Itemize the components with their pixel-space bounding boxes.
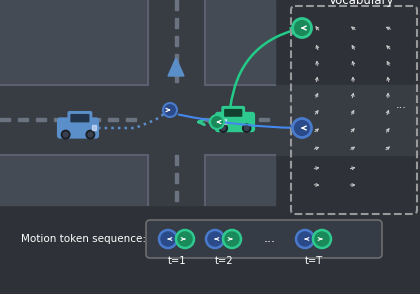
Bar (175, 191, 178, 201)
FancyArrowPatch shape (230, 28, 297, 107)
Bar (54, 118, 64, 121)
Bar (92, 125, 96, 130)
Circle shape (88, 132, 93, 137)
Bar (241, 118, 251, 121)
FancyBboxPatch shape (68, 111, 92, 126)
Bar (205, 118, 215, 121)
Bar (175, 0, 178, 10)
Circle shape (159, 230, 177, 248)
FancyBboxPatch shape (57, 117, 99, 138)
Text: ...: ... (264, 233, 276, 245)
Text: t=T: t=T (305, 256, 323, 266)
FancyBboxPatch shape (71, 114, 89, 122)
Circle shape (63, 132, 68, 137)
Bar (126, 118, 136, 121)
Circle shape (206, 230, 224, 248)
Bar (175, 173, 178, 183)
Circle shape (210, 115, 224, 129)
Text: Vocabulary: Vocabulary (329, 0, 395, 7)
Bar (205, 155, 275, 205)
FancyBboxPatch shape (224, 109, 242, 117)
Circle shape (221, 126, 226, 131)
Circle shape (219, 124, 227, 132)
Circle shape (86, 130, 94, 139)
Bar (175, 18, 178, 28)
Circle shape (244, 126, 249, 131)
Circle shape (61, 130, 70, 139)
Bar (175, 54, 178, 64)
Circle shape (176, 230, 194, 248)
Bar (222, 119, 226, 124)
Circle shape (243, 124, 251, 132)
Bar (36, 118, 46, 121)
Bar (175, 36, 178, 46)
Bar (0, 85, 420, 155)
FancyBboxPatch shape (146, 220, 382, 258)
Bar (0, 155, 148, 205)
Polygon shape (168, 58, 184, 76)
Circle shape (223, 230, 241, 248)
Circle shape (296, 230, 314, 248)
Text: Motion token sequence:: Motion token sequence: (21, 234, 146, 244)
Bar (175, 155, 178, 165)
Bar (18, 118, 28, 121)
Bar (0, 118, 10, 121)
Text: ...: ... (396, 100, 407, 110)
Bar (205, 0, 275, 85)
FancyArrowPatch shape (179, 115, 297, 131)
FancyBboxPatch shape (215, 112, 255, 132)
Circle shape (163, 103, 177, 117)
Bar (0, 0, 148, 85)
Bar (72, 118, 82, 121)
Bar (223, 118, 233, 121)
Circle shape (292, 118, 312, 138)
Circle shape (292, 19, 312, 38)
Text: t=1: t=1 (168, 256, 186, 266)
Bar (108, 118, 118, 121)
Text: t=2: t=2 (215, 256, 234, 266)
Circle shape (313, 230, 331, 248)
Bar (259, 118, 269, 121)
Bar (90, 118, 100, 121)
Bar (175, 72, 178, 82)
Bar (148, 0, 205, 205)
FancyBboxPatch shape (221, 106, 245, 120)
